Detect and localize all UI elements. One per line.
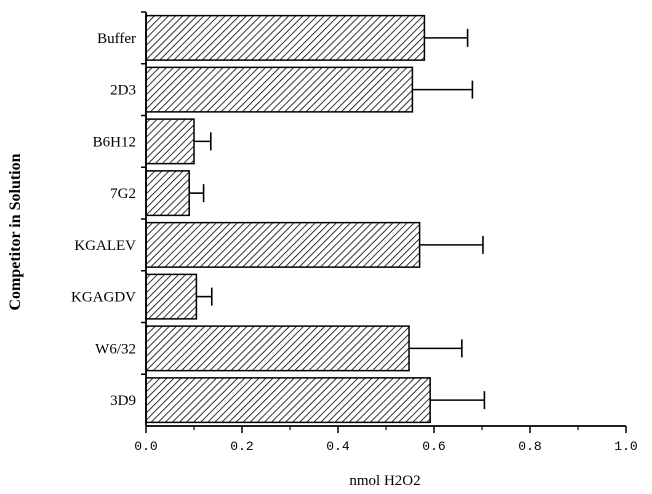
category-label-4: 7G2 [110,186,136,202]
x-axis-title: nmol H2O2 [349,473,420,489]
labels-group: Buffer 2D3 B6H12 7G2 KGALEV KGAGDV W6/32 3D9 0.0… [71,31,638,454]
category-label-8: 3D9 [110,393,136,409]
x-tick-label-6: 1.0 [614,439,637,454]
bar-1 [145,14,426,61]
axes-group [141,11,627,433]
x-tick-label-5: 0.8 [518,439,541,454]
category-label-2: 2D3 [110,83,136,99]
error-bars-group [189,28,486,410]
x-tick-label-4: 0.6 [422,439,445,454]
bar-7 [145,325,410,372]
category-label-6: KGAGDV [71,290,136,306]
category-label-7: W6/32 [95,341,136,357]
bars-group [145,14,431,424]
x-tick-label-1: 0.0 [134,439,157,454]
bar-5 [145,221,421,268]
category-label-1: Buffer [97,31,136,47]
bar-6 [145,273,198,320]
bar-2 [145,66,414,113]
bar-3 [145,118,195,165]
category-label-3: B6H12 [93,134,136,150]
bar-4 [145,170,190,217]
bar-8 [145,377,431,424]
y-axis-title: Competitor in Solution [7,153,24,310]
x-tick-label-3: 0.4 [326,439,350,454]
category-label-5: KGALEV [74,238,136,254]
x-tick-label-2: 0.2 [230,439,253,454]
